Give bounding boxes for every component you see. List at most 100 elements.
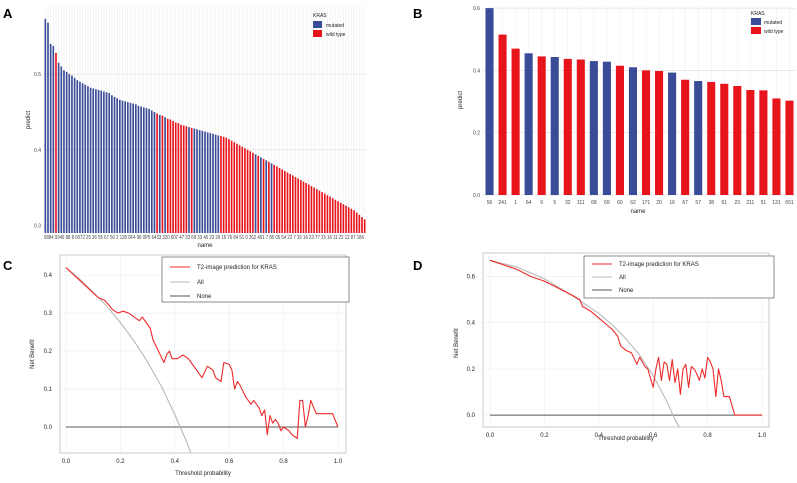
chart-b-bar (655, 71, 664, 195)
chart-a-bar (212, 133, 214, 233)
chart-c-ticks: 0.0 0.2 0.4 0.6 0.8 1.0 0.0 0.1 0.2 0.3 0.4 (44, 273, 343, 465)
chart-a-bar (345, 205, 347, 233)
chart-a-bar (228, 139, 230, 233)
chart-a-bar (129, 102, 132, 233)
chart-c-x-tick-label: 0.0 (62, 459, 71, 465)
chart-d-lines (489, 259, 762, 427)
chart-a-bar (76, 80, 79, 233)
chart-b-legend-mutated: mutated (764, 20, 782, 26)
chart-d-legend-box (583, 255, 775, 299)
chart-d-all-curve (489, 259, 680, 427)
chart-b-bar (485, 8, 494, 196)
chart-b-x-tick-label: 69 (604, 200, 610, 206)
chart-b-x-tick-label: 51 (761, 200, 767, 206)
chart-a-bar (73, 77, 76, 233)
chart-b-bar (537, 56, 546, 195)
chart-a-bar (103, 91, 105, 234)
chart-b-bar (615, 65, 624, 195)
chart-c-x-tick-label: 0.8 (279, 459, 288, 465)
chart-a-bar (172, 121, 174, 233)
chart-a-bar (150, 110, 153, 233)
chart-b-x-ticks: 56 241 1 64 9 5 32 111 68 69 60 62 171 20 16 67 57 38 61 23… (487, 200, 794, 206)
chart-a-bar (174, 122, 177, 233)
chart-c-legend-t2: T2-image prediction for KRAS (197, 265, 277, 271)
chart-a-bar (140, 106, 142, 233)
chart-b-x-tick-label: 5 (553, 200, 556, 206)
chart-a-legend-title: KRAS (313, 13, 327, 19)
chart-c-legend-none: None (197, 294, 212, 300)
chart-d-x-tick-label: 0.0 (486, 433, 495, 439)
chart-a-bar (134, 104, 137, 233)
chart-b-bar (707, 81, 716, 195)
chart-b-x-tick-label: 38 (708, 200, 714, 206)
chart-a-bar (246, 149, 249, 233)
chart-a-bar (299, 180, 302, 233)
chart-a-bar (71, 75, 73, 233)
chart-b: 0.0 0.2 0.4 0.6 56 241 1 64 9 5 32 111 68 69 60 62 171 2… (458, 5, 796, 215)
chart-b-bar (681, 79, 690, 195)
chart-b-bar (785, 100, 794, 195)
chart-a-bar (193, 128, 196, 233)
chart-b-x-tick-label: 64 (526, 200, 532, 206)
chart-a-bar (252, 152, 254, 233)
chart-a-bar (342, 204, 345, 233)
chart-a-y-label: predict (26, 111, 32, 129)
chart-b-x-tick-label: 171 (642, 200, 651, 206)
chart-d: 0.0 0.2 0.4 0.6 0.8 1.0 0.0 0.2 0.4 0.6 Threshold… (454, 252, 775, 442)
chart-b-bar (772, 98, 781, 195)
chart-a-bar (244, 148, 246, 233)
chart-a-bar (305, 183, 307, 233)
chart-b-y-tick-label: 0.2 (473, 131, 480, 137)
chart-b-bar (694, 81, 703, 195)
chart-b-x-tick-label: 16 (669, 200, 675, 206)
chart-a-bar (220, 136, 222, 233)
chart-a-bar (185, 126, 188, 233)
chart-a-bar (164, 117, 166, 233)
chart-c-lines (65, 267, 339, 453)
chart-a-bar (361, 217, 363, 233)
chart-b-bar (720, 83, 729, 195)
chart-b-x-tick-label: 68 (591, 200, 597, 206)
chart-a-bar (331, 198, 334, 233)
chart-a-legend-wild-type: wild type (326, 32, 346, 38)
chart-a-bar (145, 108, 148, 233)
chart-b-x-tick-label: 61 (721, 200, 727, 206)
chart-a-legend-swatch-wild-type (313, 30, 322, 37)
chart-a-bar (249, 151, 252, 233)
chart-a-bar (241, 146, 244, 233)
chart-a-bar (321, 192, 323, 233)
chart-a-bar (204, 131, 206, 233)
chart-a-bar (358, 214, 361, 233)
chart-a-bar (284, 170, 286, 233)
chart-b-x-tick-label: 23 (735, 200, 741, 206)
chart-b-bar (733, 85, 742, 195)
chart-b-bar (602, 61, 611, 196)
chart-d-y-tick-label: 0.4 (467, 321, 476, 327)
chart-a-x-tick-labels: 5884 9346 88 8 6072 25 36 55 67 50 2 128… (44, 235, 364, 241)
chart-a-bar (95, 89, 97, 233)
chart-a-bar (265, 160, 268, 233)
chart-b-legend-swatch-wild-type (751, 27, 761, 34)
chart-b-bars (485, 8, 794, 196)
chart-a-bar (353, 210, 355, 233)
chart-a-bar (334, 199, 337, 233)
chart-b-bar (628, 67, 638, 195)
chart-d-y-tick-label: 0.6 (467, 274, 476, 280)
chart-b-bar (576, 59, 585, 196)
chart-a-bar (100, 90, 103, 233)
chart-a-bar (278, 167, 281, 233)
chart-a-bar (230, 140, 233, 233)
chart-a-bar (92, 88, 95, 233)
chart-a-legend-swatch-mutated (313, 21, 322, 28)
chart-a-bar (307, 184, 310, 233)
chart-a-bar (116, 98, 119, 234)
chart-a-bar (268, 161, 270, 233)
chart-a-bar (329, 196, 331, 233)
chart-a-bar (119, 99, 121, 234)
chart-a-bar (217, 135, 220, 233)
chart-a-y-tick-label: 0.5 (34, 72, 41, 78)
chart-a-bar (169, 119, 172, 233)
chart-d-y-label: Net Benefit (454, 328, 460, 358)
chart-a-bar (326, 195, 329, 233)
chart-b-bar (563, 58, 572, 195)
